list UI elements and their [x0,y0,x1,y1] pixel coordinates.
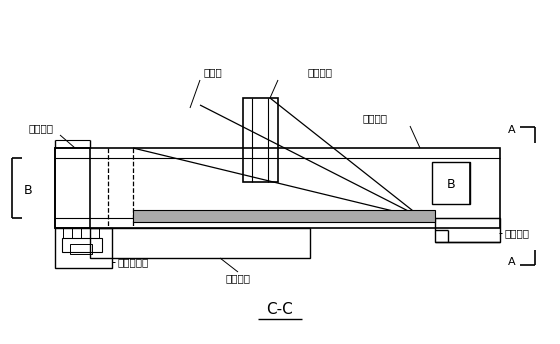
Text: 工作平台: 工作平台 [505,228,530,238]
Bar [55,228,112,268]
Bar [70,244,92,254]
Text: B: B [24,183,32,196]
Bar [243,98,278,182]
Text: 待浇梁段: 待浇梁段 [362,113,388,123]
Text: C-C: C-C [267,302,293,318]
Text: 后锚座系统: 后锚座系统 [118,257,150,267]
Text: 液压装置: 液压装置 [226,273,250,283]
Bar [55,148,500,228]
Text: 已浇梁段: 已浇梁段 [28,123,53,133]
Bar [133,210,435,222]
Bar [62,238,102,252]
Bar [55,148,90,228]
Bar [432,162,470,204]
Text: 斜拉索: 斜拉索 [204,67,222,77]
Text: A: A [508,257,516,267]
Text: A: A [508,125,516,135]
Text: 行走钩挂: 行走钩挂 [307,67,333,77]
Text: B: B [447,178,455,191]
Bar [90,228,310,258]
Bar [435,218,500,242]
